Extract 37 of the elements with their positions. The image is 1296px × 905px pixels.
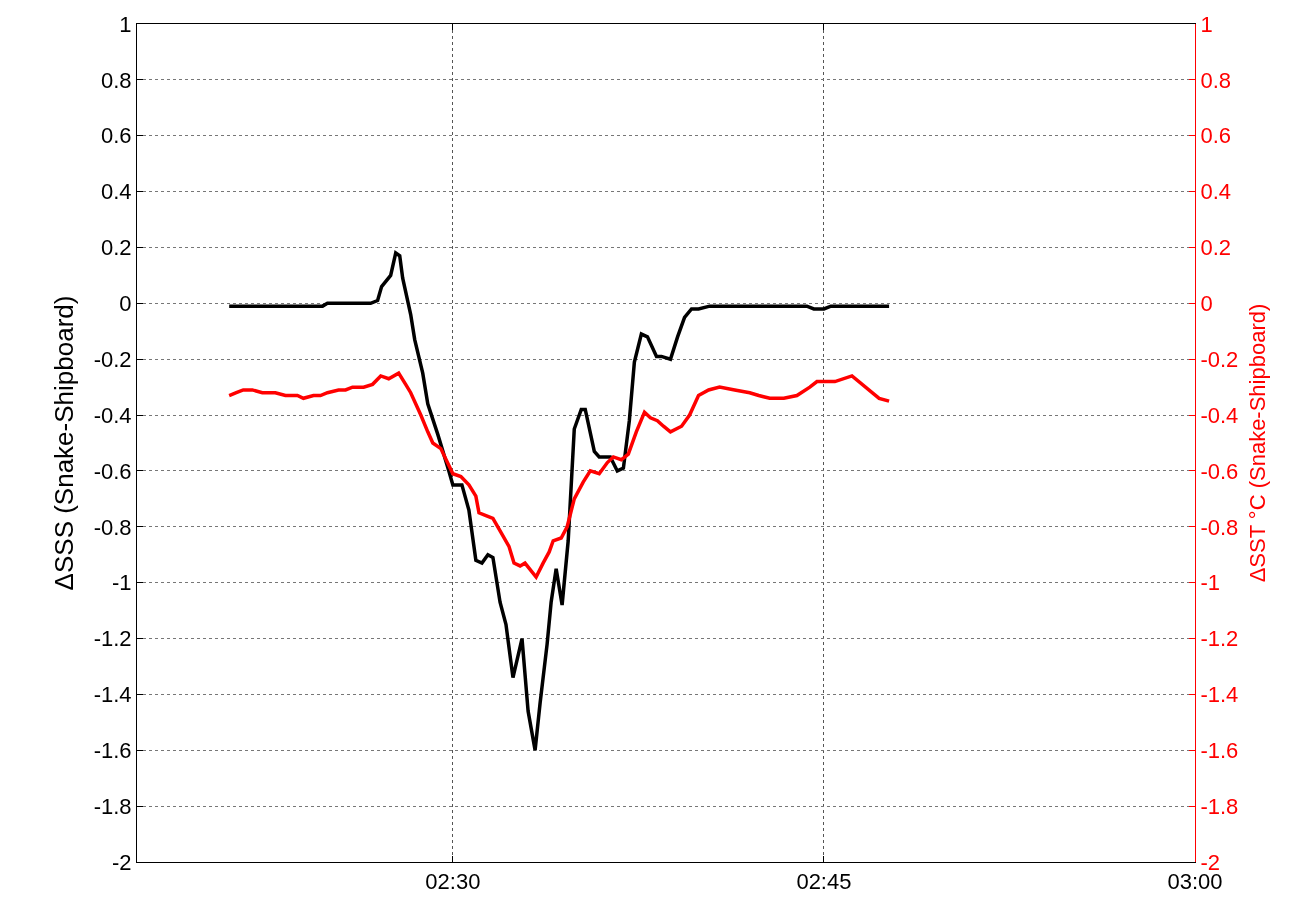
y2-tick-label: -0.4	[1200, 402, 1239, 428]
line-series	[227, 371, 891, 579]
y2-tick-label: -1.8	[1200, 793, 1239, 819]
y-tick-label: -2	[112, 849, 132, 875]
y-axis-title: ΔSSS (Snake-Shipboard)	[49, 295, 80, 591]
y-tick-label: 0.4	[101, 179, 132, 205]
y2-tick-label: 0.6	[1200, 123, 1231, 149]
x-tick-label: 02:30	[425, 869, 481, 895]
y2-tick-label: -1.2	[1200, 626, 1239, 652]
y2-tick-label: -0.8	[1200, 514, 1239, 540]
x-tick-label: 02:45	[796, 869, 852, 895]
y2-tick-label: -0.2	[1200, 346, 1239, 372]
y-tick-label: -0.4	[93, 402, 132, 428]
y-tick-label: 0.2	[101, 235, 132, 261]
y-tick-label: -1.8	[93, 793, 132, 819]
y-tick-label: -1	[112, 570, 132, 596]
y-tick-label: -0.2	[93, 346, 132, 372]
y-tick-label: 1	[119, 11, 132, 37]
y-tick-label: 0.6	[101, 123, 132, 149]
y-tick-label: 0	[119, 291, 132, 317]
y2-tick-label: 0	[1200, 291, 1213, 317]
y2-tick-label: -1.4	[1200, 682, 1239, 708]
y2-axis-title: ΔSST °C (Snake-Shipboard)	[1245, 303, 1271, 583]
y2-tick-label: -1.6	[1200, 737, 1239, 763]
y2-tick-label: -1	[1200, 570, 1220, 596]
y-tick-label: -1.6	[93, 737, 132, 763]
y-tick-label: -0.6	[93, 458, 132, 484]
y-tick-label: -1.4	[93, 682, 132, 708]
y-tick-label: -0.8	[93, 514, 132, 540]
y2-tick-label: 1	[1200, 11, 1213, 37]
y2-tick-label: 0.2	[1200, 235, 1231, 261]
y-tick-label: -1.2	[93, 626, 132, 652]
y2-tick-label: -0.6	[1200, 458, 1239, 484]
y-tick-label: 0.8	[101, 67, 132, 93]
line-series	[227, 251, 891, 753]
y2-tick-label: 0.4	[1200, 179, 1231, 205]
y2-tick-label: 0.8	[1200, 67, 1231, 93]
